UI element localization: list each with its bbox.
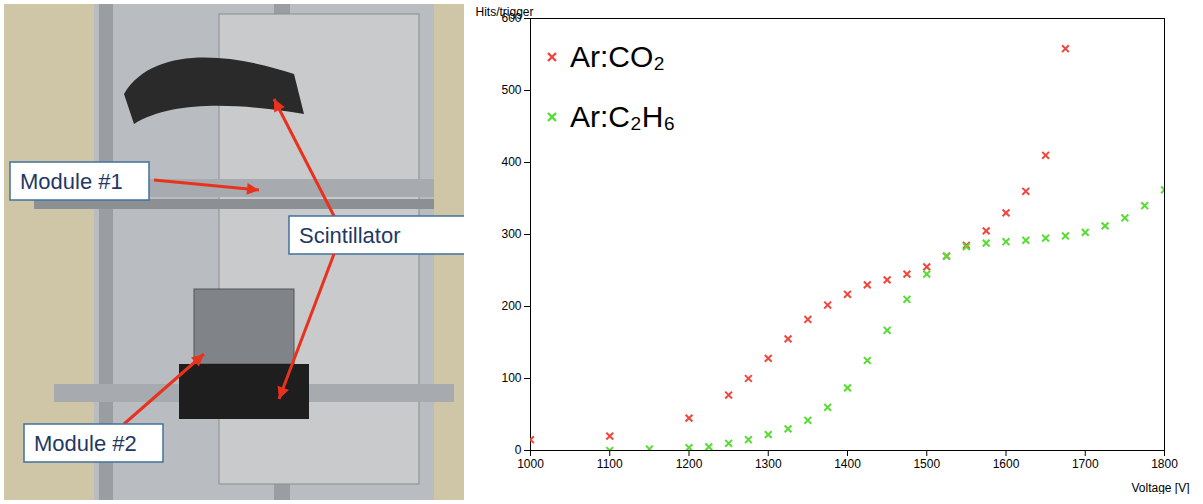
svg-text:100: 100 [501,371,521,385]
svg-text:Voltage [V]: Voltage [V] [1131,481,1189,495]
svg-text:1200: 1200 [676,457,703,471]
svg-text:1000: 1000 [517,457,544,471]
html-text:Ar:C₂H₆: Ar:C₂H₆ [570,100,676,133]
svg-text:Scintillator: Scintillator [299,223,400,248]
svg-text:400: 400 [501,155,521,169]
svg-text:200: 200 [501,299,521,313]
svg-text:500: 500 [501,83,521,97]
svg-text:1700: 1700 [1072,457,1099,471]
svg-text:Module #1: Module #1 [20,169,123,194]
svg-text:0: 0 [515,443,522,457]
svg-text:1100: 1100 [597,457,623,471]
svg-text:Hits/trigger: Hits/trigger [476,5,534,19]
html-text:Ar:CO₂: Ar:CO₂ [570,40,665,73]
svg-text:1800: 1800 [1151,457,1178,471]
svg-text:300: 300 [501,227,521,241]
svg-text:1400: 1400 [834,457,861,471]
svg-text:1300: 1300 [755,457,782,471]
svg-text:Module #2: Module #2 [34,431,137,456]
svg-text:1600: 1600 [993,457,1020,471]
svg-text:1500: 1500 [913,457,940,471]
